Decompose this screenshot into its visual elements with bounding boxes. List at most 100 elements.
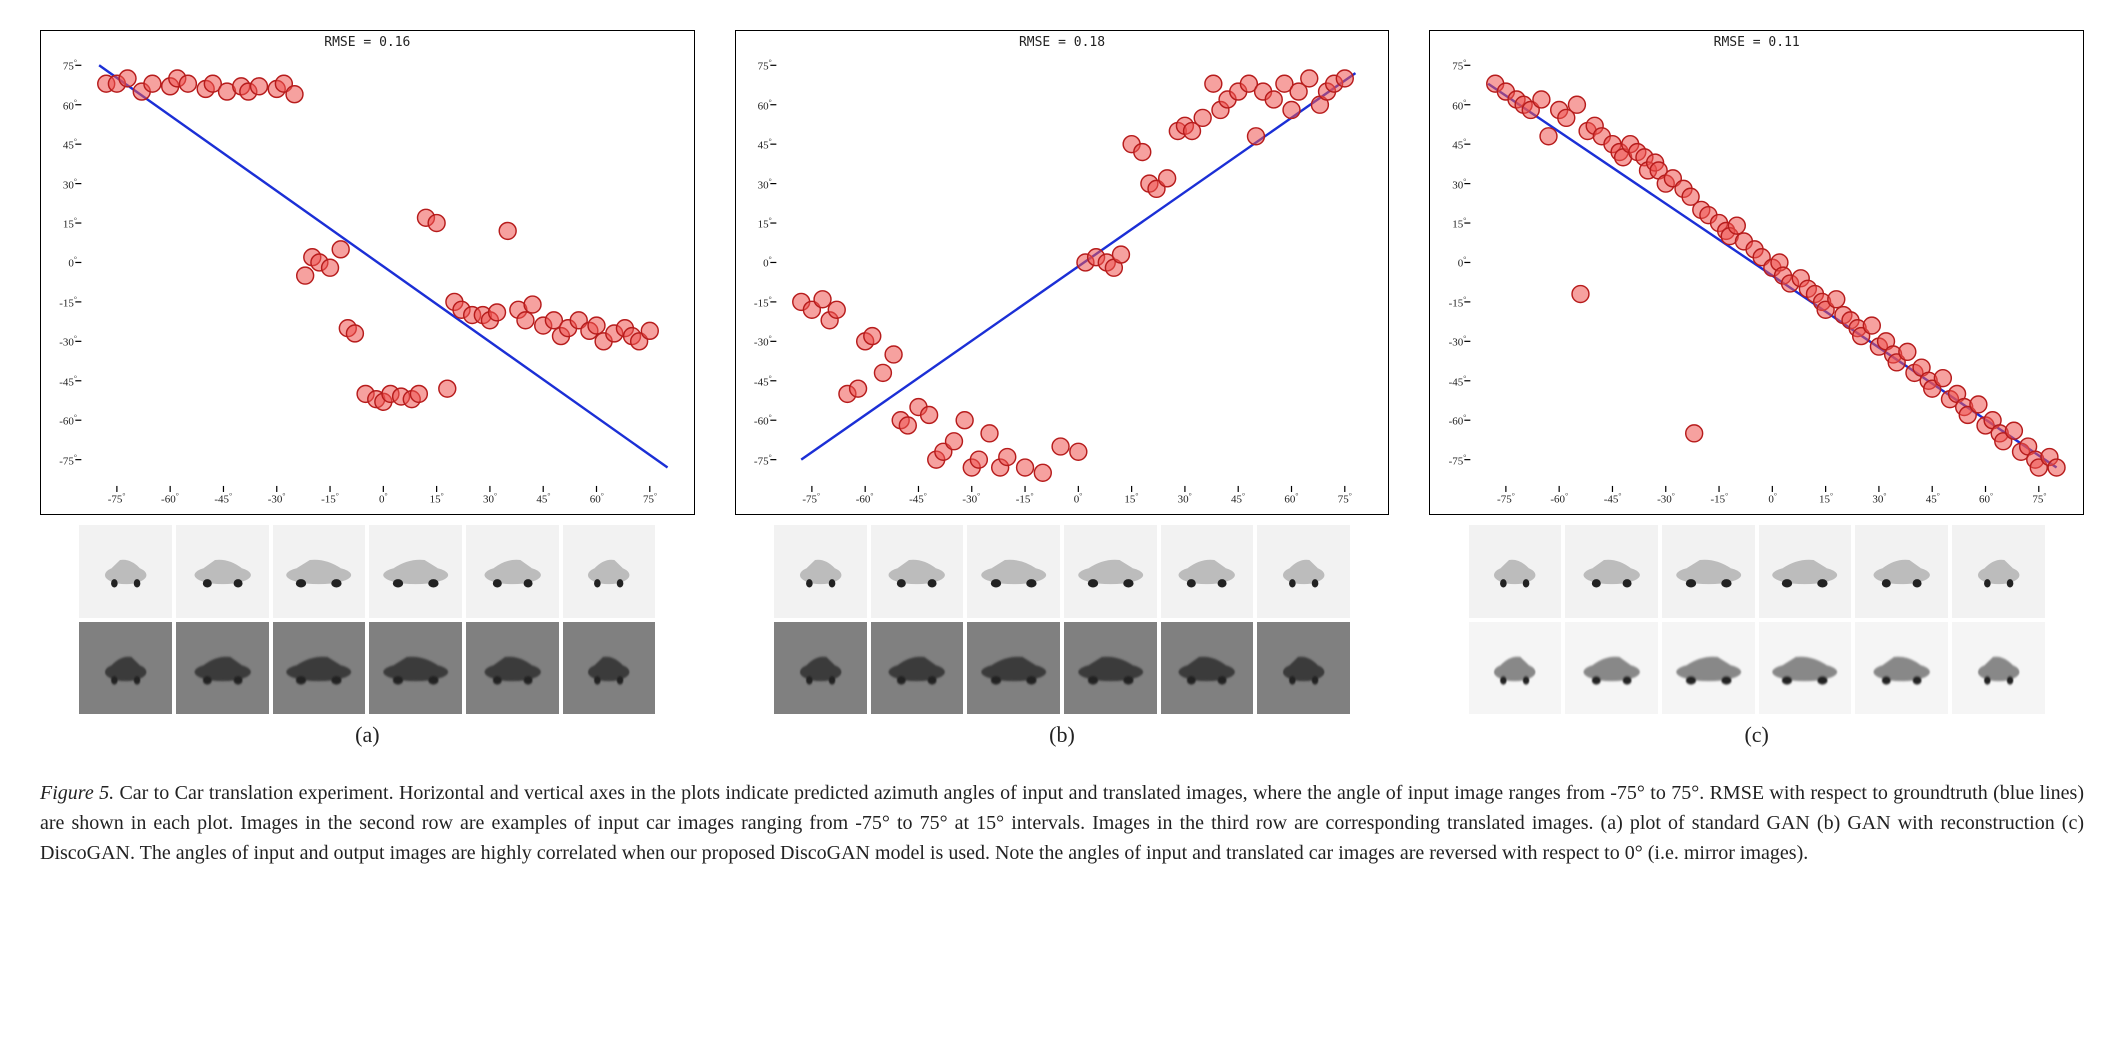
output-car-thumb [369,622,462,715]
data-point [1336,70,1353,87]
data-point [641,322,658,339]
subplot-label: (c) [1744,722,1768,748]
data-point [588,317,605,334]
data-point [981,425,998,442]
y-tick-label: -15° [41,295,77,310]
x-tick-label: -60° [856,491,874,506]
x-tick-label: 0° [1074,491,1083,506]
data-point [1205,75,1222,92]
input-car-thumb [1662,525,1755,618]
data-point [1533,91,1550,108]
data-point [863,328,880,345]
y-tick-label: -60° [41,413,77,428]
x-tick-label: -45° [909,491,927,506]
input-car-thumb [563,525,656,618]
y-tick-label: -30° [1430,334,1466,349]
x-tick-label: 75° [2032,491,2046,506]
input-car-thumb [1257,525,1350,618]
x-tick-label: 75° [1338,491,1352,506]
data-point [1016,459,1033,476]
scatter-plot-c: RMSE = 0.11-75°-60°-45°-30°-15°0°15°30°4… [1429,30,2084,515]
data-point [899,417,916,434]
data-point [2006,422,2023,439]
x-tick-label: 75° [643,491,657,506]
data-point [874,364,891,381]
y-tick-label: -60° [1430,413,1466,428]
data-point [1729,217,1746,234]
input-car-thumb [1565,525,1658,618]
y-tick-label: 60° [736,97,772,112]
plot-svg [776,39,1381,486]
panel-b: RMSE = 0.18-75°-60°-45°-30°-15°0°15°30°4… [735,30,1390,748]
data-point [439,380,456,397]
thumbnail-grid [1469,525,2045,714]
data-point [1540,128,1557,145]
data-point [1070,443,1087,460]
data-point [1194,109,1211,126]
data-point [1283,102,1300,119]
data-point [1134,144,1151,161]
y-tick-label: -75° [1430,452,1466,467]
y-tick-label: -75° [736,452,772,467]
subplot-label: (a) [355,722,379,748]
thumbnail-grid [79,525,655,714]
data-point [332,241,349,258]
x-tick-label: 15° [430,491,444,506]
output-car-thumb [774,622,867,715]
data-point [144,75,161,92]
data-point [428,215,445,232]
x-tick-label: 60° [1284,491,1298,506]
output-car-thumb [1064,622,1157,715]
output-car-thumb [967,622,1060,715]
data-point [1265,91,1282,108]
x-tick-label: -15° [1710,491,1728,506]
data-point [1935,370,1952,387]
output-car-thumb [1855,622,1948,715]
x-tick-label: -45° [1604,491,1622,506]
data-point [885,346,902,363]
output-car-thumb [1565,622,1658,715]
data-point [1569,96,1586,113]
x-tick-label: 45° [1231,491,1245,506]
data-point [1112,246,1129,263]
data-point [251,78,268,95]
output-car-thumb [79,622,172,715]
figure-caption: Figure 5. Car to Car translation experim… [40,778,2084,868]
data-point [499,222,516,239]
plot-svg [1470,39,2075,486]
y-tick-label: -15° [1430,295,1466,310]
x-tick-label: -60° [161,491,179,506]
data-point [524,296,541,313]
output-car-thumb [1469,622,1562,715]
x-tick-label: -30° [962,491,980,506]
panel-a: RMSE = 0.16-75°-60°-45°-30°-15°0°15°30°4… [40,30,695,748]
y-tick-label: -30° [41,334,77,349]
data-point [410,385,427,402]
y-tick-label: 30° [41,176,77,191]
y-tick-label: 60° [41,97,77,112]
data-point [970,451,987,468]
y-tick-label: 75° [736,58,772,73]
x-tick-label: -75° [802,491,820,506]
input-car-thumb [369,525,462,618]
x-tick-label: 45° [1926,491,1940,506]
input-car-thumb [1952,525,2045,618]
scatter-plot-b: RMSE = 0.18-75°-60°-45°-30°-15°0°15°30°4… [735,30,1390,515]
y-tick-label: 30° [736,176,772,191]
data-point [1247,128,1264,145]
input-car-thumb [1161,525,1254,618]
y-tick-label: 0° [736,255,772,270]
y-tick-label: 45° [1430,137,1466,152]
output-car-thumb [1759,622,1852,715]
data-point [828,301,845,318]
x-tick-label: 0° [1768,491,1777,506]
input-car-thumb [1064,525,1157,618]
caption-lead: Figure 5. [40,782,114,804]
y-tick-label: -45° [41,373,77,388]
y-tick-label: 60° [1430,97,1466,112]
input-car-thumb [176,525,269,618]
data-point [1572,286,1589,303]
y-tick-label: 0° [1430,255,1466,270]
x-tick-label: -30° [268,491,286,506]
data-point [286,86,303,103]
